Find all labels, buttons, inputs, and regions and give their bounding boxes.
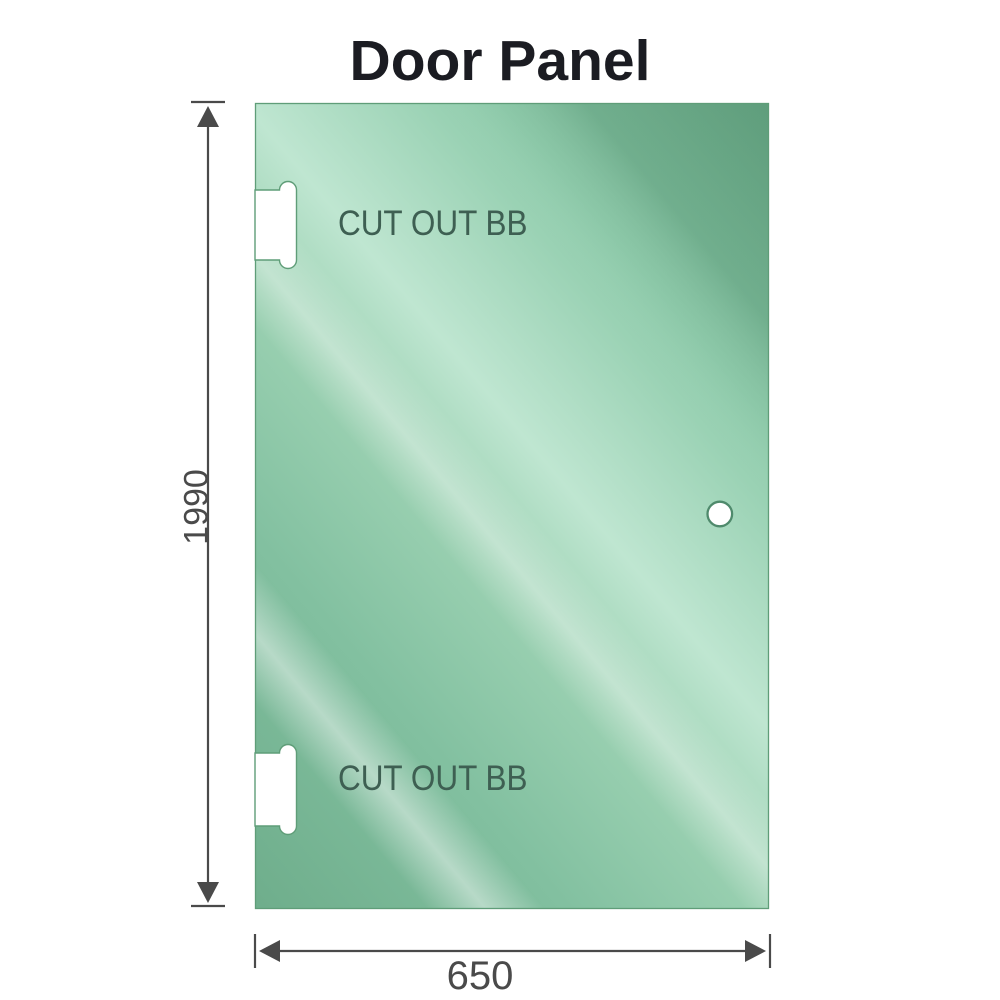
- svg-text:CUT OUT BB: CUT OUT BB: [338, 205, 528, 244]
- svg-text:CUT OUT BB: CUT OUT BB: [338, 760, 528, 799]
- svg-text:650: 650: [447, 954, 514, 998]
